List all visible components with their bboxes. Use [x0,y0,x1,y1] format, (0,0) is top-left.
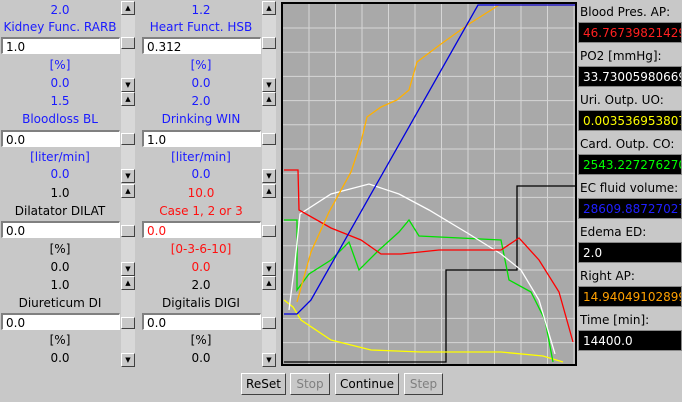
output-value: 33.73005980669 [578,66,682,87]
scroll-part[interactable]: ▲ [262,276,276,290]
parameter-label: Heart Funct. HSB [149,20,253,34]
scroll-part[interactable]: ▲ [262,92,276,106]
parameter-label: Dilatator DILAT [14,204,106,218]
scroll-part[interactable] [121,132,135,145]
output-label: EC fluid volume: [580,181,679,195]
scroll-part[interactable]: ▼ [262,169,276,183]
parameter-label: Case 1, 2 or 3 [159,204,243,218]
scroll-part[interactable]: ▲ [262,1,276,15]
scrollbar[interactable]: ▲ ▼ [121,276,135,367]
scrollbar[interactable]: ▲ ▼ [262,1,276,92]
scrollbar[interactable]: ▲ ▼ [262,184,276,276]
value-label: [%] [190,58,212,72]
scrollbar[interactable]: ▲ ▼ [262,92,276,183]
output-label: PO2 [mmHg]: [580,49,662,63]
scroll-part[interactable]: ▼ [262,78,276,92]
output-label: Right AP: [580,269,635,283]
parameter-label: Diureticum DI [18,296,102,310]
button[interactable]: ReSet [241,373,286,395]
value-label: 0.0 [50,76,70,90]
scroll-part[interactable] [121,225,135,237]
value-label: [%] [190,333,212,347]
scroll-part[interactable] [262,316,276,329]
scroll-part[interactable]: ▼ [121,262,135,276]
value-label: 0.0 [191,260,211,274]
value-label: 1.5 [50,94,70,108]
scroll-part[interactable]: ▲ [121,184,135,198]
scroll-part[interactable] [262,37,276,49]
scroll-part[interactable]: ▲ [121,92,135,106]
input-field[interactable]: 0.0 [142,313,261,330]
output-label: Card. Outp. CO: [580,137,675,151]
output-value: 2.0 [578,242,682,263]
value-label: 0.0 [191,351,211,365]
value-label: [%] [49,333,71,347]
value-label: 10.0 [187,186,215,200]
parameter-label: Kidney Func. RARB [3,20,117,34]
input-field[interactable]: 1.0 [142,130,261,147]
scrollbar[interactable]: ▲ ▼ [121,92,135,183]
scroll-part[interactable]: ▼ [121,78,135,92]
value-label: 2.0 [50,3,70,17]
scroll-part[interactable]: ▼ [262,262,276,276]
output-value: 0.003536953807 [578,110,682,131]
output-label: Uri. Outp. UO: [580,93,664,107]
input-field[interactable]: 1.0 [1,37,120,54]
value-label: [%] [49,58,71,72]
output-value: 14400.0 [578,330,682,351]
scroll-part[interactable] [121,37,135,49]
output-label: Edema ED: [580,225,647,239]
value-label: 1.2 [191,3,211,17]
value-label: 1.0 [50,278,70,292]
value-label: 0.0 [191,76,211,90]
button: Step [404,373,443,395]
value-label: 0.0 [50,260,70,274]
scroll-part[interactable]: ▲ [262,184,276,198]
scroll-part[interactable]: ▼ [262,353,276,367]
value-label: 2.0 [191,278,211,292]
value-label: 0.0 [50,167,70,181]
scroll-part[interactable]: ▼ [121,353,135,367]
input-field[interactable]: 0.0 [1,221,120,238]
scroll-part[interactable] [262,225,276,237]
output-value: 46.76739821429 [578,22,682,43]
value-label: [0-3-6-10] [170,242,232,256]
value-label: [liter/min] [171,150,231,164]
scroll-part[interactable]: ▼ [121,169,135,183]
value-label: 0.0 [50,351,70,365]
value-label: 0.0 [191,167,211,181]
scroll-part[interactable]: ▲ [121,1,135,15]
scroll-part[interactable] [262,132,276,145]
scrollbar[interactable]: ▲ ▼ [262,276,276,367]
output-value: 2543.227276270 [578,154,682,175]
output-value: 28609.88727027 [578,198,682,219]
value-label: [liter/min] [30,150,90,164]
scroll-part[interactable] [121,316,135,329]
input-field[interactable]: 0.312 [142,37,261,54]
value-label: 2.0 [191,94,211,108]
scrollbar[interactable]: ▲ ▼ [121,184,135,276]
parameter-label: Bloodloss BL [22,112,98,126]
input-field[interactable]: 0.0 [142,221,261,238]
input-field[interactable]: 0.0 [1,313,120,330]
input-field[interactable]: 0.0 [1,130,120,147]
button[interactable]: Continue [335,373,399,395]
output-value: 14.94049102899 [578,286,682,307]
parameter-label: Digitalis DIGI [162,296,240,310]
plot [281,2,577,366]
value-label: 1.0 [50,186,70,200]
value-label: [%] [49,242,71,256]
button: Stop [290,373,330,395]
scroll-part[interactable]: ▲ [121,276,135,290]
parameter-label: Drinking WIN [161,112,241,126]
scrollbar[interactable]: ▲ ▼ [121,1,135,92]
output-label: Blood Pres. AP: [580,5,671,19]
output-label: Time [min]: [580,313,650,327]
